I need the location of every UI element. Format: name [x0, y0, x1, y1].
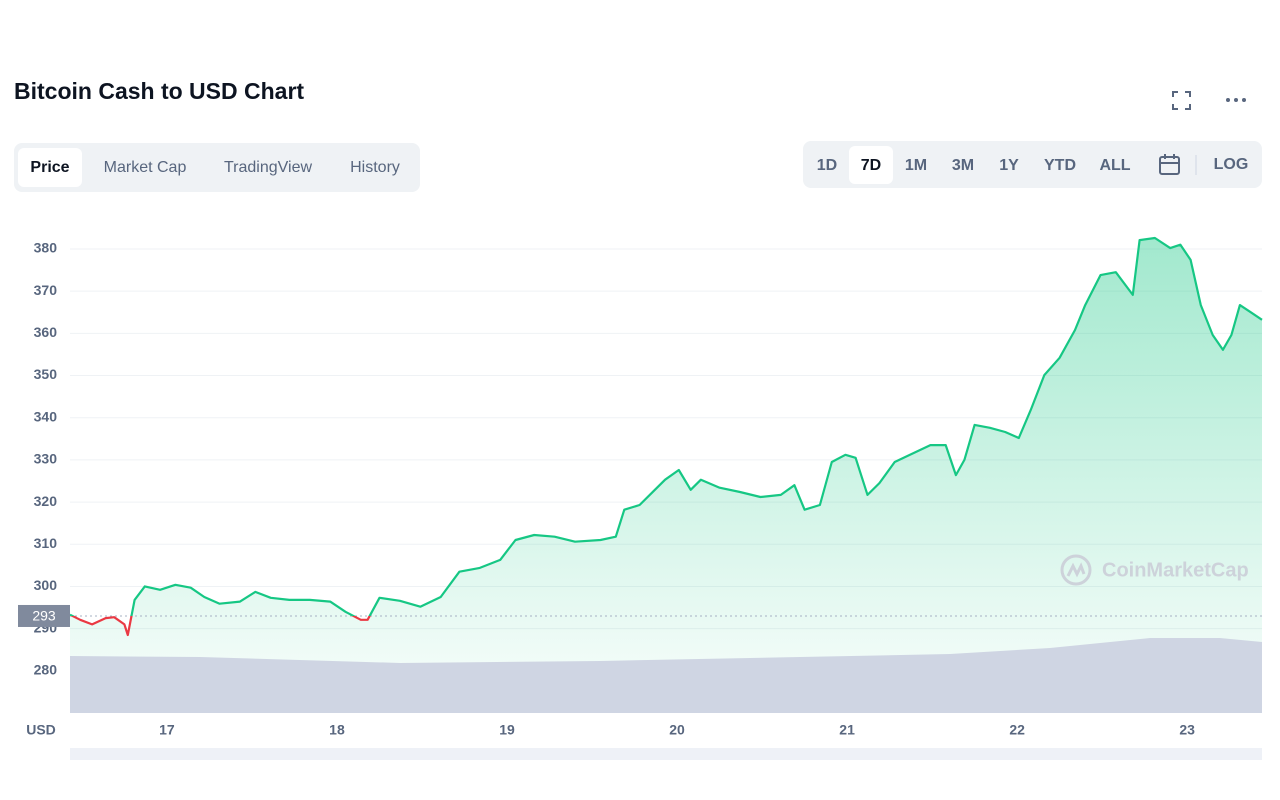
x-tick-label: 19	[499, 722, 515, 738]
range-button[interactable]: ALL	[1099, 157, 1130, 174]
chart-title: Bitcoin Cash to USD Chart	[14, 78, 304, 104]
calendar-icon[interactable]	[1159, 154, 1180, 175]
baseline-label: 293	[32, 608, 56, 624]
navigator[interactable]	[70, 748, 1262, 760]
x-tick-label: 22	[1009, 722, 1025, 738]
y-tick-label: 300	[34, 577, 58, 593]
more-icon[interactable]	[1226, 98, 1246, 102]
x-tick-label: 23	[1179, 722, 1195, 738]
log-button[interactable]: LOG	[1214, 156, 1249, 173]
tab[interactable]: Market Cap	[104, 159, 187, 176]
tab[interactable]: TradingView	[224, 159, 312, 176]
x-tick-label: 17	[159, 722, 175, 738]
watermark	[1060, 554, 1092, 586]
volume-area	[70, 638, 1262, 713]
y-tick-label: 320	[34, 493, 58, 509]
range-bar	[803, 141, 1262, 188]
range-button[interactable]: 7D	[861, 157, 881, 174]
x-tick-label: 20	[669, 722, 685, 738]
fullscreen-icon[interactable]	[1172, 91, 1191, 110]
y-tick-label: 360	[34, 324, 58, 340]
y-tick-label: 340	[34, 408, 58, 424]
range-button[interactable]: 1Y	[999, 157, 1019, 174]
x-tick-label: 21	[839, 722, 855, 738]
watermark-text: CoinMarketCap	[1102, 559, 1249, 581]
range-button[interactable]: 1D	[817, 157, 837, 174]
price-area	[70, 238, 1262, 713]
tab-bar	[14, 143, 420, 192]
y-tick-label: 380	[34, 240, 58, 256]
range-button[interactable]: YTD	[1044, 157, 1076, 174]
y-tick-label: 310	[34, 535, 58, 551]
y-tick-label: 370	[34, 282, 58, 298]
range-button[interactable]: 1M	[905, 157, 927, 174]
y-tick-label: 330	[34, 451, 58, 467]
price-line	[69, 236, 1263, 637]
baseline-label-bg	[18, 604, 70, 627]
y-tick-label: 280	[34, 662, 58, 678]
range-active-bg	[849, 146, 893, 184]
range-button[interactable]: 3M	[952, 157, 974, 174]
y-tick-label: 350	[34, 366, 58, 382]
x-tick-label: 18	[329, 722, 345, 738]
tab[interactable]: History	[350, 159, 400, 176]
axis-label: USD	[26, 722, 56, 738]
tab-active-bg	[18, 148, 82, 187]
tab[interactable]: Price	[30, 159, 69, 176]
